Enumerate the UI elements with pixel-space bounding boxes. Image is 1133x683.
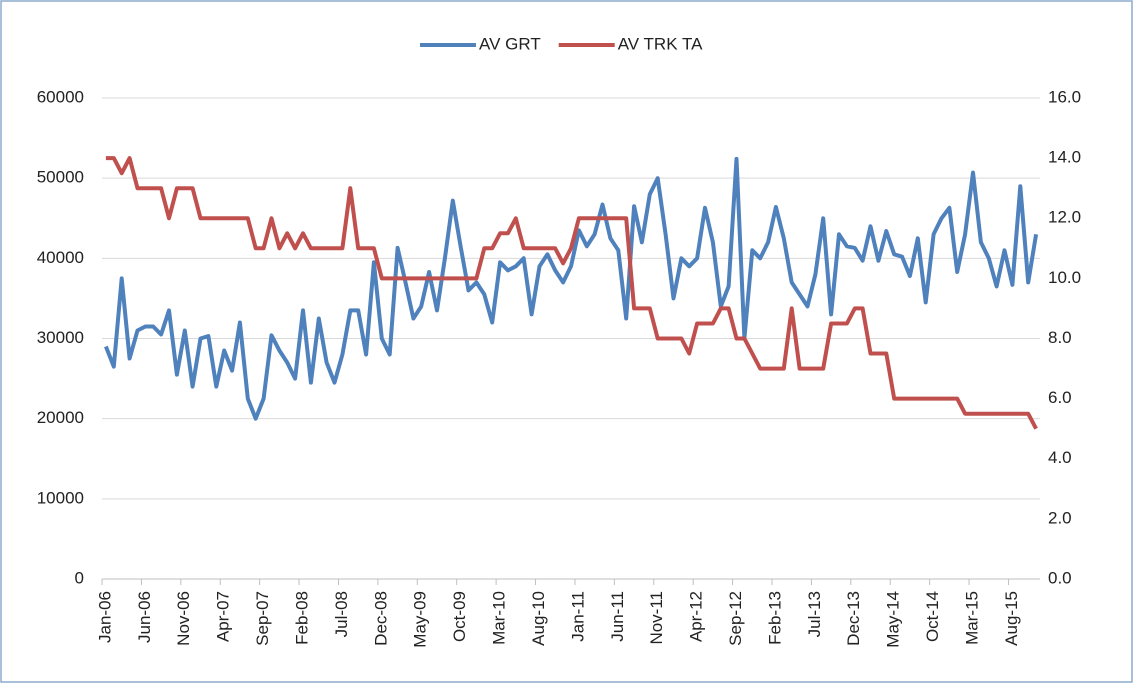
x-tick-label: Jun-06 [135, 591, 154, 643]
x-tick-label: Sep-12 [726, 591, 745, 646]
series-line [104, 156, 1039, 421]
x-tick-label: Jul-13 [805, 591, 824, 637]
x-tick-label: Apr-07 [214, 591, 233, 642]
x-tick-label: Sep-07 [253, 591, 272, 646]
y-tick-label: 10000 [37, 488, 84, 507]
y2-tick-label: 2.0 [1048, 508, 1072, 527]
legend-label: AV GRT [479, 34, 541, 53]
y2-tick-label: 0.0 [1048, 568, 1072, 587]
x-tick-label: Apr-12 [687, 591, 706, 642]
x-tick-label: Jan-06 [95, 591, 114, 643]
x-tick-label: Nov-06 [174, 591, 193, 646]
x-tick-label: Jun-11 [608, 591, 627, 642]
x-tick-label: Oct-09 [450, 591, 469, 642]
x-tick-label: Dec-13 [844, 591, 863, 646]
x-tick-label: Dec-08 [371, 591, 390, 646]
x-tick-label: Feb-08 [292, 591, 311, 645]
y2-tick-label: 16.0 [1048, 87, 1081, 106]
x-tick-label: Jul-08 [332, 591, 351, 637]
y-tick-label: 60000 [37, 87, 84, 106]
y2-tick-label: 10.0 [1048, 268, 1081, 287]
y-tick-label: 40000 [37, 248, 84, 267]
x-tick-label: Aug-10 [529, 591, 548, 646]
y-tick-label: 30000 [37, 328, 84, 347]
x-tick-label: Jan-11 [568, 591, 587, 642]
x-tick-label: Mar-10 [490, 591, 509, 645]
y2-tick-label: 8.0 [1048, 328, 1072, 347]
x-tick-label: Feb-13 [765, 591, 784, 645]
x-tick-label: Oct-14 [923, 591, 942, 642]
y2-tick-label: 12.0 [1048, 208, 1081, 227]
y2-tick-label: 14.0 [1048, 148, 1081, 167]
y2-tick-label: 6.0 [1048, 388, 1072, 407]
x-tick-label: Mar-15 [962, 591, 981, 645]
x-tick-label: Aug-15 [1002, 591, 1021, 646]
y-tick-label: 0 [75, 568, 84, 587]
y2-tick-label: 4.0 [1048, 448, 1072, 467]
series-line [105, 156, 1038, 430]
x-tick-label: Nov-11 [647, 591, 666, 645]
x-tick-label: May-09 [411, 591, 430, 648]
y-tick-label: 20000 [37, 408, 84, 427]
x-tick-label: May-14 [884, 591, 903, 648]
y-tick-label: 50000 [37, 168, 84, 187]
legend-label: AV TRK TA [618, 34, 703, 53]
